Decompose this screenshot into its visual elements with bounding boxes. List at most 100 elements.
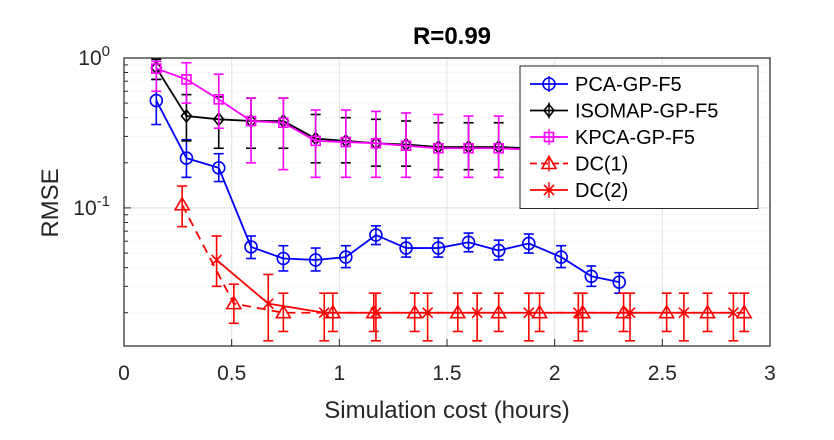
chart-title: R=0.99 — [413, 23, 491, 50]
data-point — [493, 142, 504, 154]
x-tick-label: 0 — [118, 362, 130, 385]
data-point — [543, 131, 555, 143]
legend-label: ISOMAP-GP-F5 — [575, 101, 718, 123]
x-tick-label: 0.5 — [217, 362, 246, 385]
data-point — [491, 243, 506, 258]
error-bar — [246, 97, 257, 164]
error-bar — [310, 109, 321, 179]
data-point — [699, 304, 716, 319]
y-tick-exponent: -1 — [97, 193, 110, 210]
data-point — [149, 93, 164, 108]
data-point — [523, 307, 535, 319]
data-point — [522, 236, 536, 251]
data-point — [584, 269, 599, 284]
data-point — [490, 304, 508, 319]
data-point — [180, 108, 193, 124]
error-bar — [370, 110, 381, 179]
x-tick-label: 2.5 — [648, 362, 677, 385]
series-line — [155, 67, 562, 151]
error-bar — [728, 292, 739, 342]
y-tick-label: 10-1 — [73, 193, 110, 220]
error-bar — [739, 292, 750, 333]
x-marker-stroke — [370, 307, 382, 319]
x-marker-stroke — [471, 307, 483, 319]
error-bar — [625, 292, 636, 342]
y-tick-exponent: 0 — [102, 43, 110, 60]
data-point — [433, 142, 444, 154]
legend-item: PCA-GP-F5 — [530, 74, 682, 96]
data-point — [370, 307, 382, 319]
error-bar — [573, 292, 584, 342]
error-bar — [151, 60, 162, 93]
data-point — [542, 103, 556, 118]
y-tick-label: 100 — [78, 43, 110, 70]
legend-label: DC(2) — [575, 180, 628, 202]
data-point — [554, 250, 568, 264]
data-point — [449, 304, 467, 319]
data-point — [245, 115, 257, 127]
error-bar — [556, 244, 567, 269]
data-point — [531, 304, 548, 319]
data-point — [151, 63, 162, 74]
y-axis-label: RMSE — [37, 168, 64, 237]
data-point — [276, 251, 291, 266]
error-bar — [401, 112, 412, 179]
x-tick-label: 3 — [764, 362, 776, 385]
error-bar — [422, 292, 433, 342]
error-bar — [433, 113, 444, 179]
legend-label: KPCA-GP-F5 — [575, 127, 695, 149]
error-bar — [211, 235, 222, 288]
data-point — [463, 142, 474, 154]
x-marker-stroke — [572, 307, 584, 319]
data-point — [370, 137, 382, 149]
data-point — [612, 275, 627, 289]
data-point — [461, 235, 476, 250]
data-point — [572, 307, 584, 319]
error-bar — [523, 292, 534, 342]
data-point — [369, 228, 383, 242]
data-point — [400, 140, 412, 152]
series-dc-2- — [211, 235, 739, 342]
data-point — [735, 304, 753, 319]
data-point — [338, 250, 353, 264]
plot-area — [149, 58, 753, 342]
data-point — [543, 184, 555, 196]
error-bar — [213, 152, 224, 183]
y-tick-base: 10 — [73, 197, 96, 220]
x-marker-stroke — [422, 307, 434, 319]
data-point — [324, 304, 342, 319]
data-point — [278, 117, 289, 129]
data-point — [406, 304, 424, 319]
error-bar — [340, 109, 351, 179]
data-point — [678, 307, 690, 319]
legend-label: DC(1) — [575, 154, 628, 176]
data-point — [274, 304, 292, 319]
x-marker-stroke — [624, 307, 636, 319]
data-point — [225, 295, 243, 310]
x-marker-stroke — [727, 307, 739, 319]
error-bar — [177, 185, 188, 228]
data-point — [624, 307, 636, 319]
data-point — [181, 74, 192, 85]
data-point — [308, 253, 323, 267]
error-bar — [340, 244, 351, 269]
error-bar — [370, 292, 381, 342]
data-point — [422, 307, 434, 319]
error-bar — [263, 273, 274, 342]
legend-item: ISOMAP-GP-F5 — [530, 101, 718, 123]
legend: PCA-GP-F5 ISOMAP-GP-F5 KPCA-GP-F5 DC(1) DC(2… — [519, 65, 759, 209]
data-point — [399, 241, 413, 255]
data-point — [211, 254, 223, 266]
error-bar — [246, 235, 257, 260]
error-bar — [278, 97, 289, 171]
x-marker-stroke — [543, 184, 555, 196]
data-point — [211, 161, 226, 175]
data-point — [542, 77, 556, 91]
error-bar — [319, 292, 330, 342]
data-point — [540, 154, 558, 170]
x-tick-label: 1.5 — [432, 362, 461, 385]
x-marker-stroke — [678, 307, 690, 319]
data-point — [173, 196, 191, 211]
data-point — [727, 307, 739, 319]
